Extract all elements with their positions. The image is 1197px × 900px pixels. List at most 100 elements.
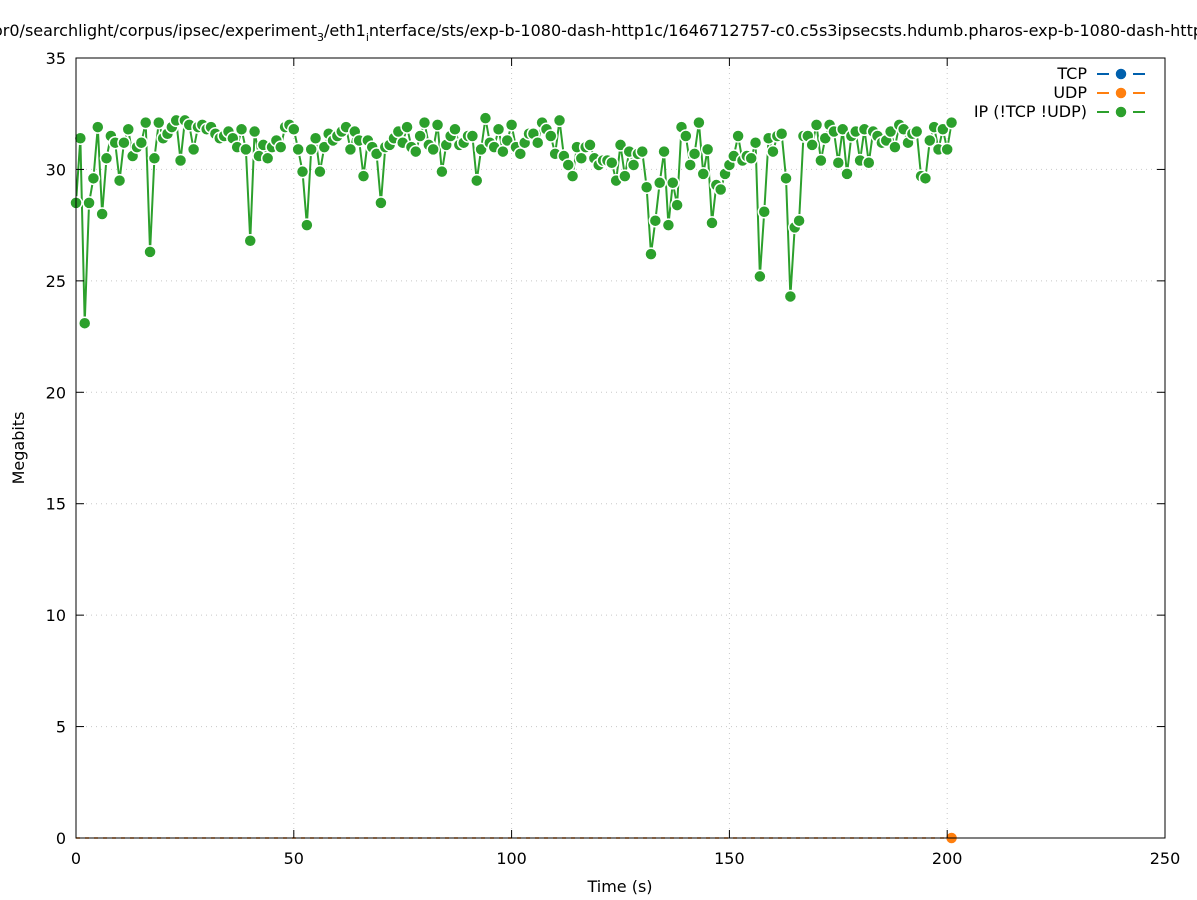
- series-ip-point: [430, 118, 445, 132]
- y-axis: 0 5 10 15 20 25 30 35: [46, 49, 1165, 848]
- series-ip-point: [783, 289, 798, 304]
- series-ip-point: [530, 135, 545, 150]
- series-ip-point: [435, 164, 449, 179]
- series-ip-point: [692, 115, 706, 130]
- series-ip-point: [300, 218, 314, 232]
- series-ip-point: [639, 180, 654, 195]
- series-ip-point: [805, 138, 819, 152]
- series-ip-point: [705, 216, 719, 230]
- series-ip-point: [426, 142, 440, 157]
- legend-swatch-marker: [1114, 86, 1128, 100]
- x-tick-label: 100: [496, 849, 527, 868]
- series-ip-point: [666, 176, 680, 190]
- x-tick-label: 250: [1150, 849, 1181, 868]
- chart-title: or0/searchlight/corpus/ipsec/experiment3…: [0, 21, 1197, 44]
- series-ip-point: [448, 122, 462, 137]
- series-ip-point: [134, 135, 149, 150]
- y-tick-label: 10: [46, 606, 66, 625]
- series-ip-point: [679, 129, 693, 143]
- series-ip-point: [112, 173, 127, 188]
- series-ip-point: [544, 129, 558, 143]
- series-ip-point: [583, 138, 597, 152]
- series-ip-point: [500, 133, 514, 148]
- series-ip-point: [143, 245, 157, 259]
- series-ip-point: [417, 115, 432, 130]
- series-ip-point: [247, 124, 262, 139]
- series-ip-point: [574, 151, 589, 166]
- series-ip-point: [683, 158, 697, 172]
- series-ip-point: [304, 142, 318, 157]
- series-ip-point: [121, 122, 136, 137]
- series-ip-point: [626, 158, 641, 172]
- series-ip-point: [77, 316, 92, 330]
- series-ip-point: [273, 140, 288, 154]
- series-ip-point: [317, 140, 332, 154]
- series-ip-point: [374, 196, 388, 210]
- series-ip-point: [657, 144, 671, 159]
- series-ip-point: [700, 142, 715, 157]
- series-ip-point: [753, 269, 767, 284]
- x-tick-label: 50: [284, 849, 304, 868]
- series-ip-point: [831, 155, 846, 170]
- series-ip-point: [605, 155, 619, 170]
- grid: [76, 58, 1165, 838]
- series-ip-point: [152, 115, 166, 130]
- x-tick-label: 200: [932, 849, 963, 868]
- series-ip-point: [766, 144, 780, 159]
- series-ip-point: [413, 129, 427, 143]
- x-axis-label: Time (s): [586, 877, 652, 896]
- series-ip-point: [147, 151, 162, 166]
- series-ip-point: [713, 182, 728, 197]
- series-ip-point: [173, 153, 188, 168]
- series-ip-point: [670, 198, 684, 212]
- series-ip-point: [744, 151, 758, 166]
- legend-label: IP (!TCP !UDP): [974, 102, 1087, 121]
- series-ip-point: [295, 164, 310, 179]
- series-ip-point: [731, 129, 745, 143]
- series-ip-point: [923, 133, 937, 148]
- series-ip-point: [291, 142, 305, 157]
- legend-swatch-marker: [1114, 105, 1128, 119]
- series-ip-point: [513, 147, 528, 161]
- series-ip-point: [644, 247, 658, 261]
- series-ip-point: [909, 124, 924, 139]
- series-ip-point: [613, 138, 628, 152]
- series-ip-point: [696, 167, 711, 181]
- series-ip-point: [748, 135, 763, 150]
- plot-frame: [75, 57, 1166, 839]
- series-ip-point: [313, 164, 327, 179]
- series-ip-point: [117, 135, 131, 150]
- series-ip-point: [561, 158, 575, 172]
- series-ip-point: [470, 173, 484, 188]
- series-ip-point: [234, 122, 249, 137]
- series-ip-point: [565, 169, 580, 183]
- series-ip-point: [496, 144, 510, 159]
- y-tick-label: 5: [56, 718, 66, 737]
- series-ip-point: [757, 205, 771, 219]
- series-ip-point: [82, 196, 96, 210]
- series-ip-point: [91, 120, 105, 134]
- series-ip-point: [504, 118, 519, 132]
- series-ip-point: [774, 127, 789, 141]
- series-ip-point: [792, 213, 806, 228]
- series-ip-point: [73, 131, 88, 145]
- series-ip-point: [369, 147, 384, 161]
- series-ip-point: [936, 122, 950, 137]
- series-ip-point: [243, 233, 257, 248]
- series-ip-point: [552, 113, 567, 128]
- series-ip-point: [818, 131, 832, 145]
- x-tick-label: 0: [71, 849, 81, 868]
- series-ip-point: [465, 129, 480, 143]
- y-tick-label: 0: [56, 829, 66, 848]
- y-tick-label: 15: [46, 495, 66, 514]
- series-ip-point: [862, 155, 876, 170]
- series-ip-point: [840, 167, 854, 181]
- y-axis-label: Megabits: [9, 412, 28, 485]
- series-ip-point: [635, 144, 650, 159]
- series-ip-point: [86, 171, 101, 186]
- y-tick-label: 20: [46, 383, 66, 402]
- series-ip-point: [287, 122, 301, 137]
- series-ip-point: [239, 142, 253, 157]
